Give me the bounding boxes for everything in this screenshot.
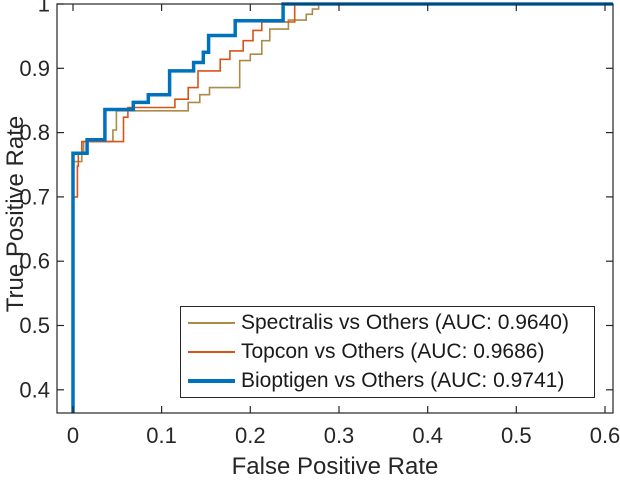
- legend-item-spectralis: Spectralis vs Others (AUC: 0.9640): [181, 309, 594, 337]
- x-tick-label: 0.2: [235, 423, 266, 448]
- y-tick-label: 0.6: [19, 249, 50, 274]
- axes-box: [56, 3, 614, 414]
- y-axis-label: True Positive Rate: [2, 115, 29, 313]
- legend-line-sample-bioptigen: [188, 378, 235, 383]
- x-tick-label: 0.3: [324, 423, 355, 448]
- legend-label: Topcon vs Others (AUC: 0.9686): [241, 339, 545, 363]
- legend: Spectralis vs Others (AUC: 0.9640) Topco…: [180, 306, 595, 398]
- legend-line-sample-topcon: [188, 350, 235, 353]
- axis-tick-labels: 0 0.1 0.2 0.3 0.4 0.5 0.6 0.4 0.5 0.6 0.7 0.8 0.9 1: [19, 0, 620, 448]
- roc-curves: [71, 2, 613, 413]
- axes-box-outline: [56, 3, 614, 414]
- y-tick-label: 1: [38, 0, 50, 17]
- legend-label: Bioptigen vs Others (AUC: 0.9741): [241, 368, 565, 392]
- roc-curve-bioptigen: [71, 2, 613, 413]
- y-tick-label: 0.9: [19, 56, 50, 81]
- x-tick-label: 0.1: [146, 423, 177, 448]
- legend-label: Spectralis vs Others (AUC: 0.9640): [241, 311, 569, 335]
- y-tick-label: 0.5: [19, 313, 50, 338]
- legend-item-bioptigen: Bioptigen vs Others (AUC: 0.9741): [181, 367, 594, 395]
- legend-item-topcon: Topcon vs Others (AUC: 0.9686): [181, 338, 594, 366]
- x-tick-label: 0.4: [412, 423, 443, 448]
- x-tick-label: 0: [67, 423, 79, 448]
- axis-ticks: [57, 3, 613, 413]
- x-axis-label: False Positive Rate: [231, 453, 439, 480]
- y-tick-label: 0.8: [19, 120, 50, 145]
- x-tick-label: 0.6: [590, 423, 620, 448]
- legend-line-sample-spectralis: [188, 322, 235, 325]
- y-tick-label: 0.7: [19, 184, 50, 209]
- y-tick-label: 0.4: [19, 377, 50, 402]
- x-tick-label: 0.5: [501, 423, 532, 448]
